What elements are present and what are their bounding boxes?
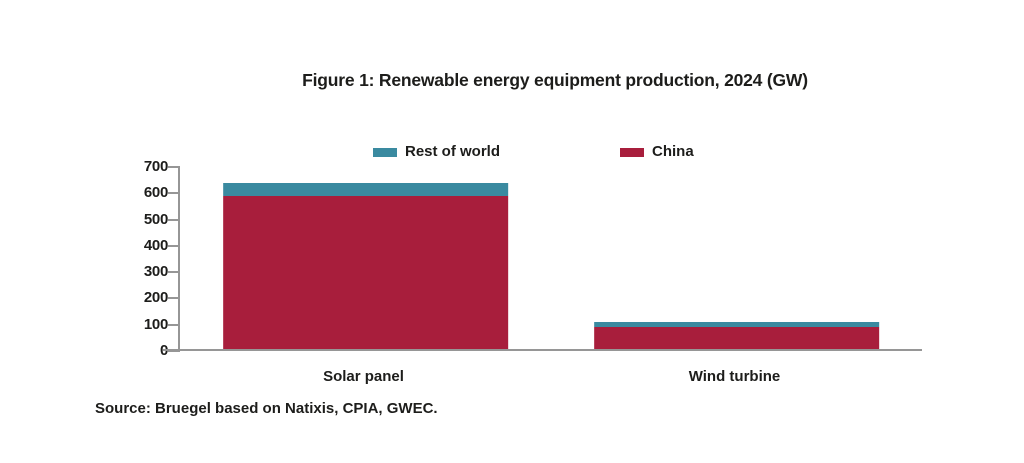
bar-segment-china-solar-panel bbox=[222, 196, 509, 351]
y-axis-tick bbox=[168, 323, 180, 326]
y-axis-tick bbox=[168, 271, 180, 274]
legend-item-rest-of-world: Rest of world bbox=[373, 143, 500, 160]
y-axis-tick-label: 600 bbox=[143, 184, 168, 202]
legend-swatch-rest-of-world bbox=[373, 147, 397, 157]
y-axis-labels: 0100200300400500600700 bbox=[0, 158, 168, 359]
bar-segment-rest-of-world-solar-panel bbox=[222, 183, 509, 197]
bar-solar-panel bbox=[222, 167, 509, 351]
source-note: Source: Bruegel based on Natixis, CPIA, … bbox=[95, 400, 438, 417]
legend-label-rest-of-world: Rest of world bbox=[405, 143, 501, 160]
x-axis-label-solar-panel: Solar panel bbox=[323, 368, 404, 385]
bar-slot-solar-panel bbox=[180, 167, 551, 351]
legend-label-china: China bbox=[652, 143, 694, 160]
x-axis-labels: Solar panel Wind turbine bbox=[178, 368, 920, 388]
bar-segment-china-wind-turbine bbox=[593, 327, 880, 351]
x-axis-label-wind-turbine: Wind turbine bbox=[688, 368, 781, 385]
y-axis-tick bbox=[168, 297, 180, 300]
y-axis-tick-label: 200 bbox=[143, 289, 168, 307]
y-axis-tick-label: 500 bbox=[143, 210, 168, 228]
y-axis-tick bbox=[168, 192, 180, 195]
y-axis-tick-label: 700 bbox=[143, 158, 168, 176]
y-axis-tick-label: 400 bbox=[143, 237, 168, 255]
bar-wind-turbine bbox=[593, 167, 880, 351]
legend-item-china: China bbox=[620, 143, 694, 160]
plot-area bbox=[168, 166, 922, 352]
legend: Rest of world China bbox=[373, 143, 694, 160]
bar-segment-rest-of-world-wind-turbine bbox=[593, 321, 880, 328]
x-axis-line bbox=[163, 349, 922, 351]
bar-slot-wind-turbine bbox=[551, 167, 922, 351]
legend-swatch-china bbox=[620, 147, 645, 157]
y-axis-tick bbox=[168, 166, 180, 168]
y-axis-tick bbox=[168, 218, 180, 221]
y-axis-tick-label: 100 bbox=[143, 315, 168, 333]
chart-title: Figure 1: Renewable energy equipment pro… bbox=[302, 70, 808, 90]
y-axis-tick bbox=[168, 244, 180, 247]
y-axis-tick bbox=[168, 350, 180, 352]
y-axis-tick-label: 300 bbox=[143, 263, 168, 281]
